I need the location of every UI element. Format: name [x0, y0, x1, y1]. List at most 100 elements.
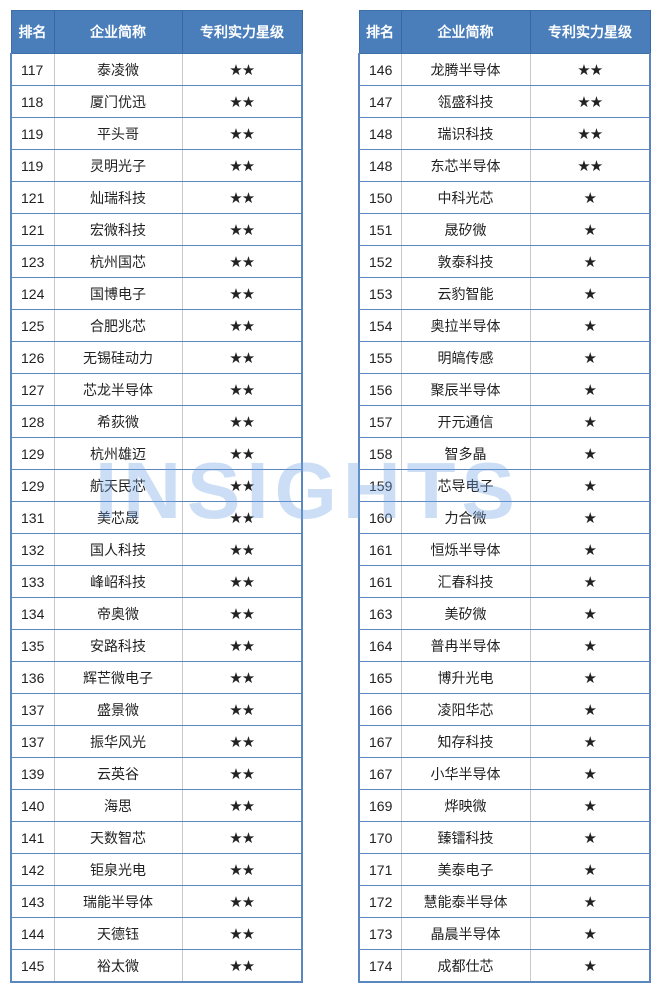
- company-name-cell: 杭州雄迈: [53, 437, 183, 470]
- star-rating-cell: ★: [529, 469, 651, 502]
- rank-cell: 151: [358, 213, 402, 246]
- table-body: 117 泰凌微 ★★ 118 厦门优迅 ★★ 119 平头哥 ★★ 119 灵明光子 ★★ 121 灿瑞科…: [10, 53, 303, 983]
- star-rating-cell: ★★: [181, 469, 303, 502]
- company-name-cell: 凌阳华芯: [400, 693, 531, 726]
- rank-cell: 164: [358, 629, 402, 662]
- company-name-cell: 敦泰科技: [400, 245, 531, 278]
- rank-cell: 118: [10, 85, 55, 118]
- star-rating-cell: ★★: [181, 245, 303, 278]
- rank-cell: 132: [10, 533, 55, 566]
- company-name-cell: 杭州国芯: [53, 245, 183, 278]
- table-row: 137 振华风光 ★★: [10, 725, 303, 758]
- rank-cell: 121: [10, 181, 55, 214]
- star-rating-cell: ★★: [181, 437, 303, 470]
- company-name-cell: 云英谷: [53, 757, 183, 790]
- company-name-cell: 振华风光: [53, 725, 183, 758]
- table-row: 118 厦门优迅 ★★: [10, 85, 303, 118]
- rank-cell: 129: [10, 469, 55, 502]
- star-rating-cell: ★★: [181, 117, 303, 150]
- star-rating-cell: ★★: [181, 821, 303, 854]
- star-rating-cell: ★★: [181, 277, 303, 310]
- table-row: 150 中科光芯 ★: [358, 181, 651, 214]
- star-rating-cell: ★: [529, 949, 651, 983]
- rank-cell: 117: [10, 53, 55, 86]
- company-name-cell: 厦门优迅: [53, 85, 183, 118]
- rank-cell: 161: [358, 565, 402, 598]
- company-name-cell: 慧能泰半导体: [400, 885, 531, 918]
- company-name-cell: 国人科技: [53, 533, 183, 566]
- company-name-cell: 灵明光子: [53, 149, 183, 182]
- rank-cell: 143: [10, 885, 55, 918]
- table-row: 153 云豹智能 ★: [358, 277, 651, 310]
- company-name-cell: 中科光芯: [400, 181, 531, 214]
- table-row: 140 海思 ★★: [10, 789, 303, 822]
- table-row: 142 钜泉光电 ★★: [10, 853, 303, 886]
- table-row: 121 宏微科技 ★★: [10, 213, 303, 246]
- star-rating-cell: ★★: [181, 85, 303, 118]
- star-rating-cell: ★★: [181, 597, 303, 630]
- header-name: 企业简称: [400, 10, 531, 54]
- table-row: 119 平头哥 ★★: [10, 117, 303, 150]
- table-header-row: 排名 企业简称 专利实力星级: [358, 10, 651, 54]
- table-row: 119 灵明光子 ★★: [10, 149, 303, 182]
- company-name-cell: 芯导电子: [400, 469, 531, 502]
- rank-cell: 165: [358, 661, 402, 694]
- star-rating-cell: ★: [529, 885, 651, 918]
- company-name-cell: 灿瑞科技: [53, 181, 183, 214]
- star-rating-cell: ★★: [181, 181, 303, 214]
- rank-cell: 148: [358, 149, 402, 182]
- rank-cell: 146: [358, 53, 402, 86]
- rank-cell: 170: [358, 821, 402, 854]
- company-name-cell: 瑞识科技: [400, 117, 531, 150]
- star-rating-cell: ★: [529, 373, 651, 406]
- rank-cell: 125: [10, 309, 55, 342]
- company-name-cell: 安路科技: [53, 629, 183, 662]
- rank-cell: 142: [10, 853, 55, 886]
- rank-cell: 133: [10, 565, 55, 598]
- table-row: 148 瑞识科技 ★★: [358, 117, 651, 150]
- header-rank: 排名: [358, 10, 402, 54]
- star-rating-cell: ★: [529, 693, 651, 726]
- rank-cell: 166: [358, 693, 402, 726]
- rank-cell: 171: [358, 853, 402, 886]
- company-name-cell: 小华半导体: [400, 757, 531, 790]
- rank-cell: 172: [358, 885, 402, 918]
- table-row: 164 普冉半导体 ★: [358, 629, 651, 662]
- star-rating-cell: ★: [529, 533, 651, 566]
- table-row: 155 明皜传感 ★: [358, 341, 651, 374]
- star-rating-cell: ★★: [181, 853, 303, 886]
- ranking-table-left: 排名 企业简称 专利实力星级 117 泰凌微 ★★ 118 厦门优迅 ★★ 119 平头哥 ★★…: [10, 10, 303, 983]
- star-rating-cell: ★: [529, 565, 651, 598]
- rank-cell: 173: [358, 917, 402, 950]
- table-row: 167 知存科技 ★: [358, 725, 651, 758]
- table-row: 125 合肥兆芯 ★★: [10, 309, 303, 342]
- star-rating-cell: ★: [529, 629, 651, 662]
- table-row: 144 天德钰 ★★: [10, 917, 303, 950]
- rank-cell: 147: [358, 85, 402, 118]
- header-rank: 排名: [10, 10, 55, 54]
- rank-cell: 148: [358, 117, 402, 150]
- company-name-cell: 龙腾半导体: [400, 53, 531, 86]
- table-row: 148 东芯半导体 ★★: [358, 149, 651, 182]
- company-name-cell: 盛景微: [53, 693, 183, 726]
- company-name-cell: 智多晶: [400, 437, 531, 470]
- company-name-cell: 航天民芯: [53, 469, 183, 502]
- rank-cell: 167: [358, 757, 402, 790]
- table-header-row: 排名 企业简称 专利实力星级: [10, 10, 303, 54]
- star-rating-cell: ★: [529, 405, 651, 438]
- company-name-cell: 成都仕芯: [400, 949, 531, 983]
- company-name-cell: 峰岹科技: [53, 565, 183, 598]
- table-row: 167 小华半导体 ★: [358, 757, 651, 790]
- company-name-cell: 汇春科技: [400, 565, 531, 598]
- table-row: 158 智多晶 ★: [358, 437, 651, 470]
- rank-cell: 135: [10, 629, 55, 662]
- star-rating-cell: ★: [529, 181, 651, 214]
- rank-cell: 167: [358, 725, 402, 758]
- company-name-cell: 美矽微: [400, 597, 531, 630]
- company-name-cell: 美芯晟: [53, 501, 183, 534]
- table-row: 161 恒烁半导体 ★: [358, 533, 651, 566]
- table-row: 169 烨映微 ★: [358, 789, 651, 822]
- rank-cell: 119: [10, 149, 55, 182]
- star-rating-cell: ★★: [181, 757, 303, 790]
- company-name-cell: 普冉半导体: [400, 629, 531, 662]
